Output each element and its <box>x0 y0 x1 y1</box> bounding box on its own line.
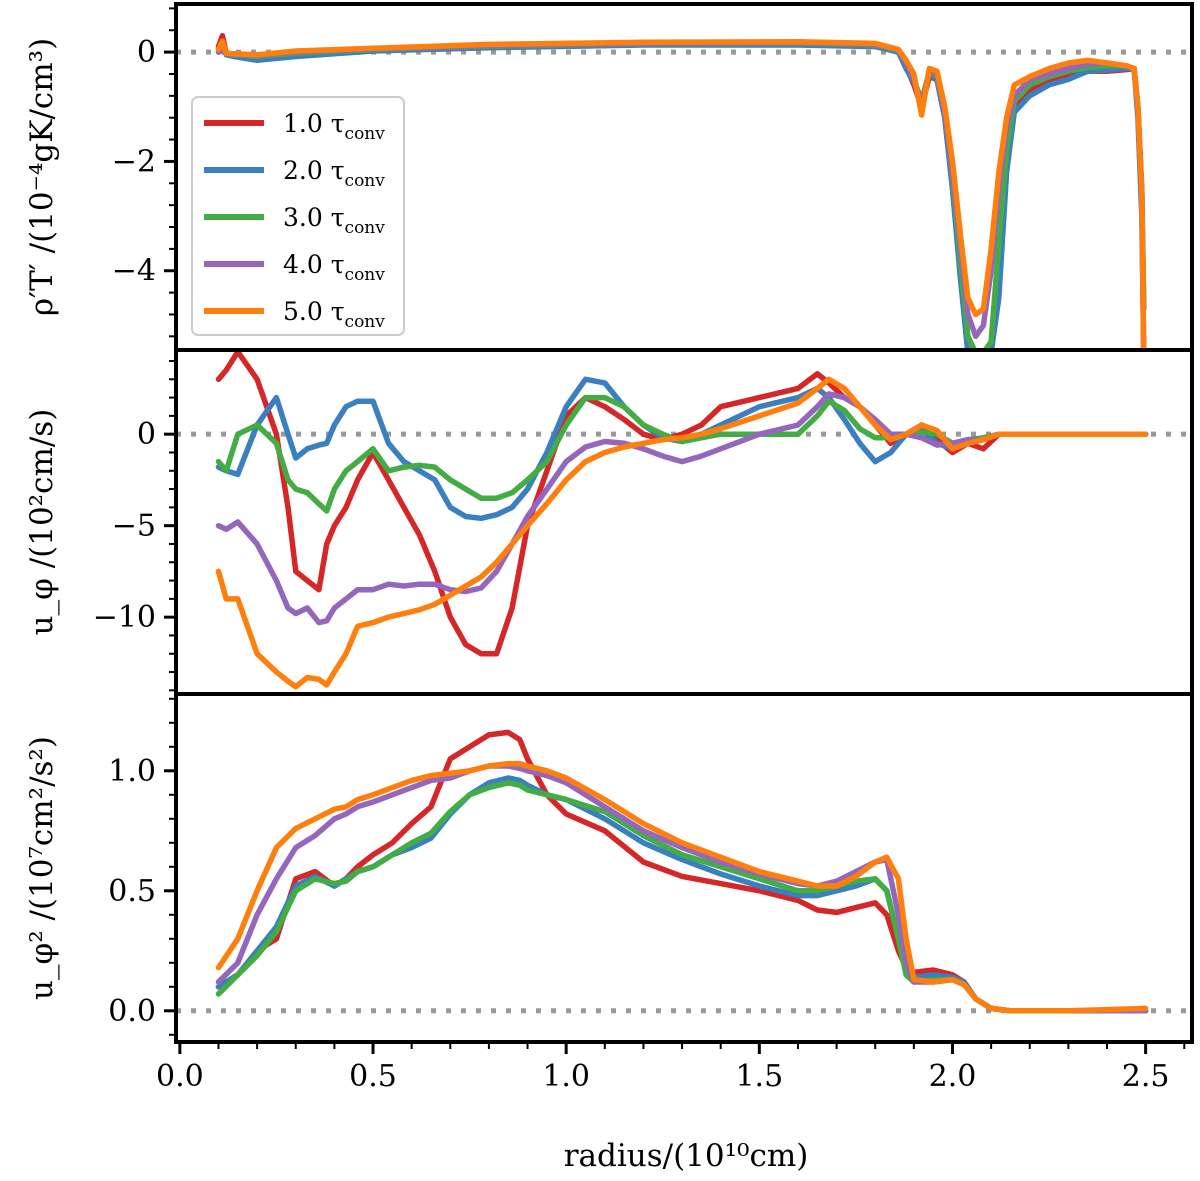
series-line-middle-3-0 <box>215 394 1149 514</box>
y-tick-label: −10 <box>93 600 156 635</box>
series-group <box>215 729 1149 1014</box>
x-tick-label: 0.5 <box>349 1059 397 1094</box>
series-line-middle-5-0 <box>215 376 1149 690</box>
x-tick-label: 1.5 <box>735 1059 783 1094</box>
y-tick-label: 0.5 <box>108 874 156 909</box>
y-tick-label: 1.0 <box>108 754 156 789</box>
x-tick-label: 1.0 <box>542 1059 590 1094</box>
legend-frame <box>191 96 405 336</box>
series-line-bottom-2-0 <box>215 775 1149 1014</box>
legend-label: 3.0 τconv <box>283 203 385 238</box>
panels-layer: 0 −2 −4 ρ′T′ /(10⁻⁴gK/cm³) 0 −5 −10 u_φ /(10²cm… <box>24 2 1194 1094</box>
x-axis-label: radius/(10¹⁰cm) <box>564 1138 809 1174</box>
y-axis-label-middle: u_φ /(10²cm/s) <box>24 409 60 636</box>
legend-label: 1.0 τconv <box>283 109 385 144</box>
series-group <box>215 32 1147 350</box>
y-tick-label: −2 <box>112 144 156 179</box>
panel-frame-middle <box>174 348 1194 696</box>
legend: 1.0 τconv 2.0 τconv 3.0 τconv 4.0 τconv 5.0 … <box>191 96 405 336</box>
x-axis: 0.0 0.5 1.0 1.5 2.0 2.5 <box>156 1042 1186 1094</box>
y-axis-label-top: ρ′T′ /(10⁻⁴gK/cm³) <box>24 38 60 316</box>
y-axis-label-bottom: u_φ² /(10⁷cm²/s²) <box>24 736 60 1000</box>
panel-bottom: 0.0 0.5 1.0 u_φ² /(10⁷cm²/s²) <box>24 692 1194 1044</box>
series-line-top-5-0 <box>215 38 1147 350</box>
legend-label: 2.0 τconv <box>283 156 385 191</box>
series-line-bottom-5-0 <box>215 760 1149 1014</box>
x-tick-label: 2.5 <box>1122 1059 1170 1094</box>
series-line-middle-1-0 <box>215 350 1149 657</box>
y-tick-label: 0.0 <box>108 994 156 1029</box>
y-tick-label: −5 <box>112 509 156 544</box>
y-tick-label: −4 <box>112 254 156 289</box>
panel-frame-bottom <box>174 692 1194 1044</box>
series-line-bottom-3-0 <box>215 780 1149 1014</box>
series-group <box>215 350 1149 690</box>
series-line-middle-2-0 <box>215 376 1149 522</box>
x-tick-label: 2.0 <box>929 1059 977 1094</box>
legend-label: 4.0 τconv <box>283 250 385 285</box>
y-tick-label: 0 <box>137 35 156 70</box>
legend-label: 5.0 τconv <box>283 297 385 332</box>
x-tick-label: 0.0 <box>156 1059 204 1094</box>
y-tick-label: 0 <box>137 417 156 452</box>
panel-middle: 0 −5 −10 u_φ /(10²cm/s) <box>24 348 1194 696</box>
series-line-middle-4-0 <box>215 391 1149 626</box>
